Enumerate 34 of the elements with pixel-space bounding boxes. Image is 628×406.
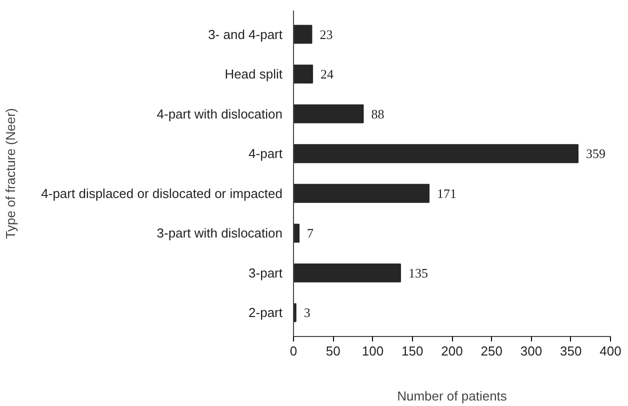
y-tick-label: 4-part with dislocation <box>156 106 283 122</box>
x-tick-label: 100 <box>362 344 384 358</box>
data-label: 3 <box>304 305 310 320</box>
y-tick-label: 4-part <box>248 146 283 162</box>
bar <box>294 24 312 44</box>
bar <box>294 224 300 243</box>
x-tick-label: 200 <box>441 344 463 358</box>
x-tick-label: 400 <box>600 344 622 358</box>
bar <box>294 144 579 164</box>
y-tick-label: 3- and 4-part <box>208 26 283 42</box>
x-tick-label: 0 <box>290 344 298 358</box>
y-tick-label: 4-part displaced or dislocated or impacted <box>41 186 283 201</box>
y-tick-label: 2-part <box>248 305 283 320</box>
bar <box>294 184 430 203</box>
bar <box>294 64 314 84</box>
y-tick-label: Head split <box>224 66 283 82</box>
y-tick-label: 3-part with dislocation <box>156 226 283 241</box>
x-axis-title: Number of patients <box>397 388 508 404</box>
x-tick-label: 50 <box>326 344 340 358</box>
y-axis-title: Type of fracture (Neer) <box>3 108 18 239</box>
data-label: 23 <box>320 26 333 42</box>
data-label: 171 <box>437 186 457 201</box>
x-tick-label: 250 <box>480 344 502 358</box>
x-tick-label: 350 <box>560 344 582 358</box>
bar <box>294 104 364 124</box>
x-tick-label: 150 <box>402 344 424 358</box>
bar <box>294 263 401 282</box>
data-label: 24 <box>320 66 334 82</box>
x-tick-label: 300 <box>520 344 542 358</box>
data-label: 88 <box>371 106 384 122</box>
data-label: 135 <box>408 265 428 280</box>
data-label: 7 <box>307 226 314 241</box>
data-label: 359 <box>586 146 606 162</box>
y-tick-label: 3-part <box>248 265 283 280</box>
